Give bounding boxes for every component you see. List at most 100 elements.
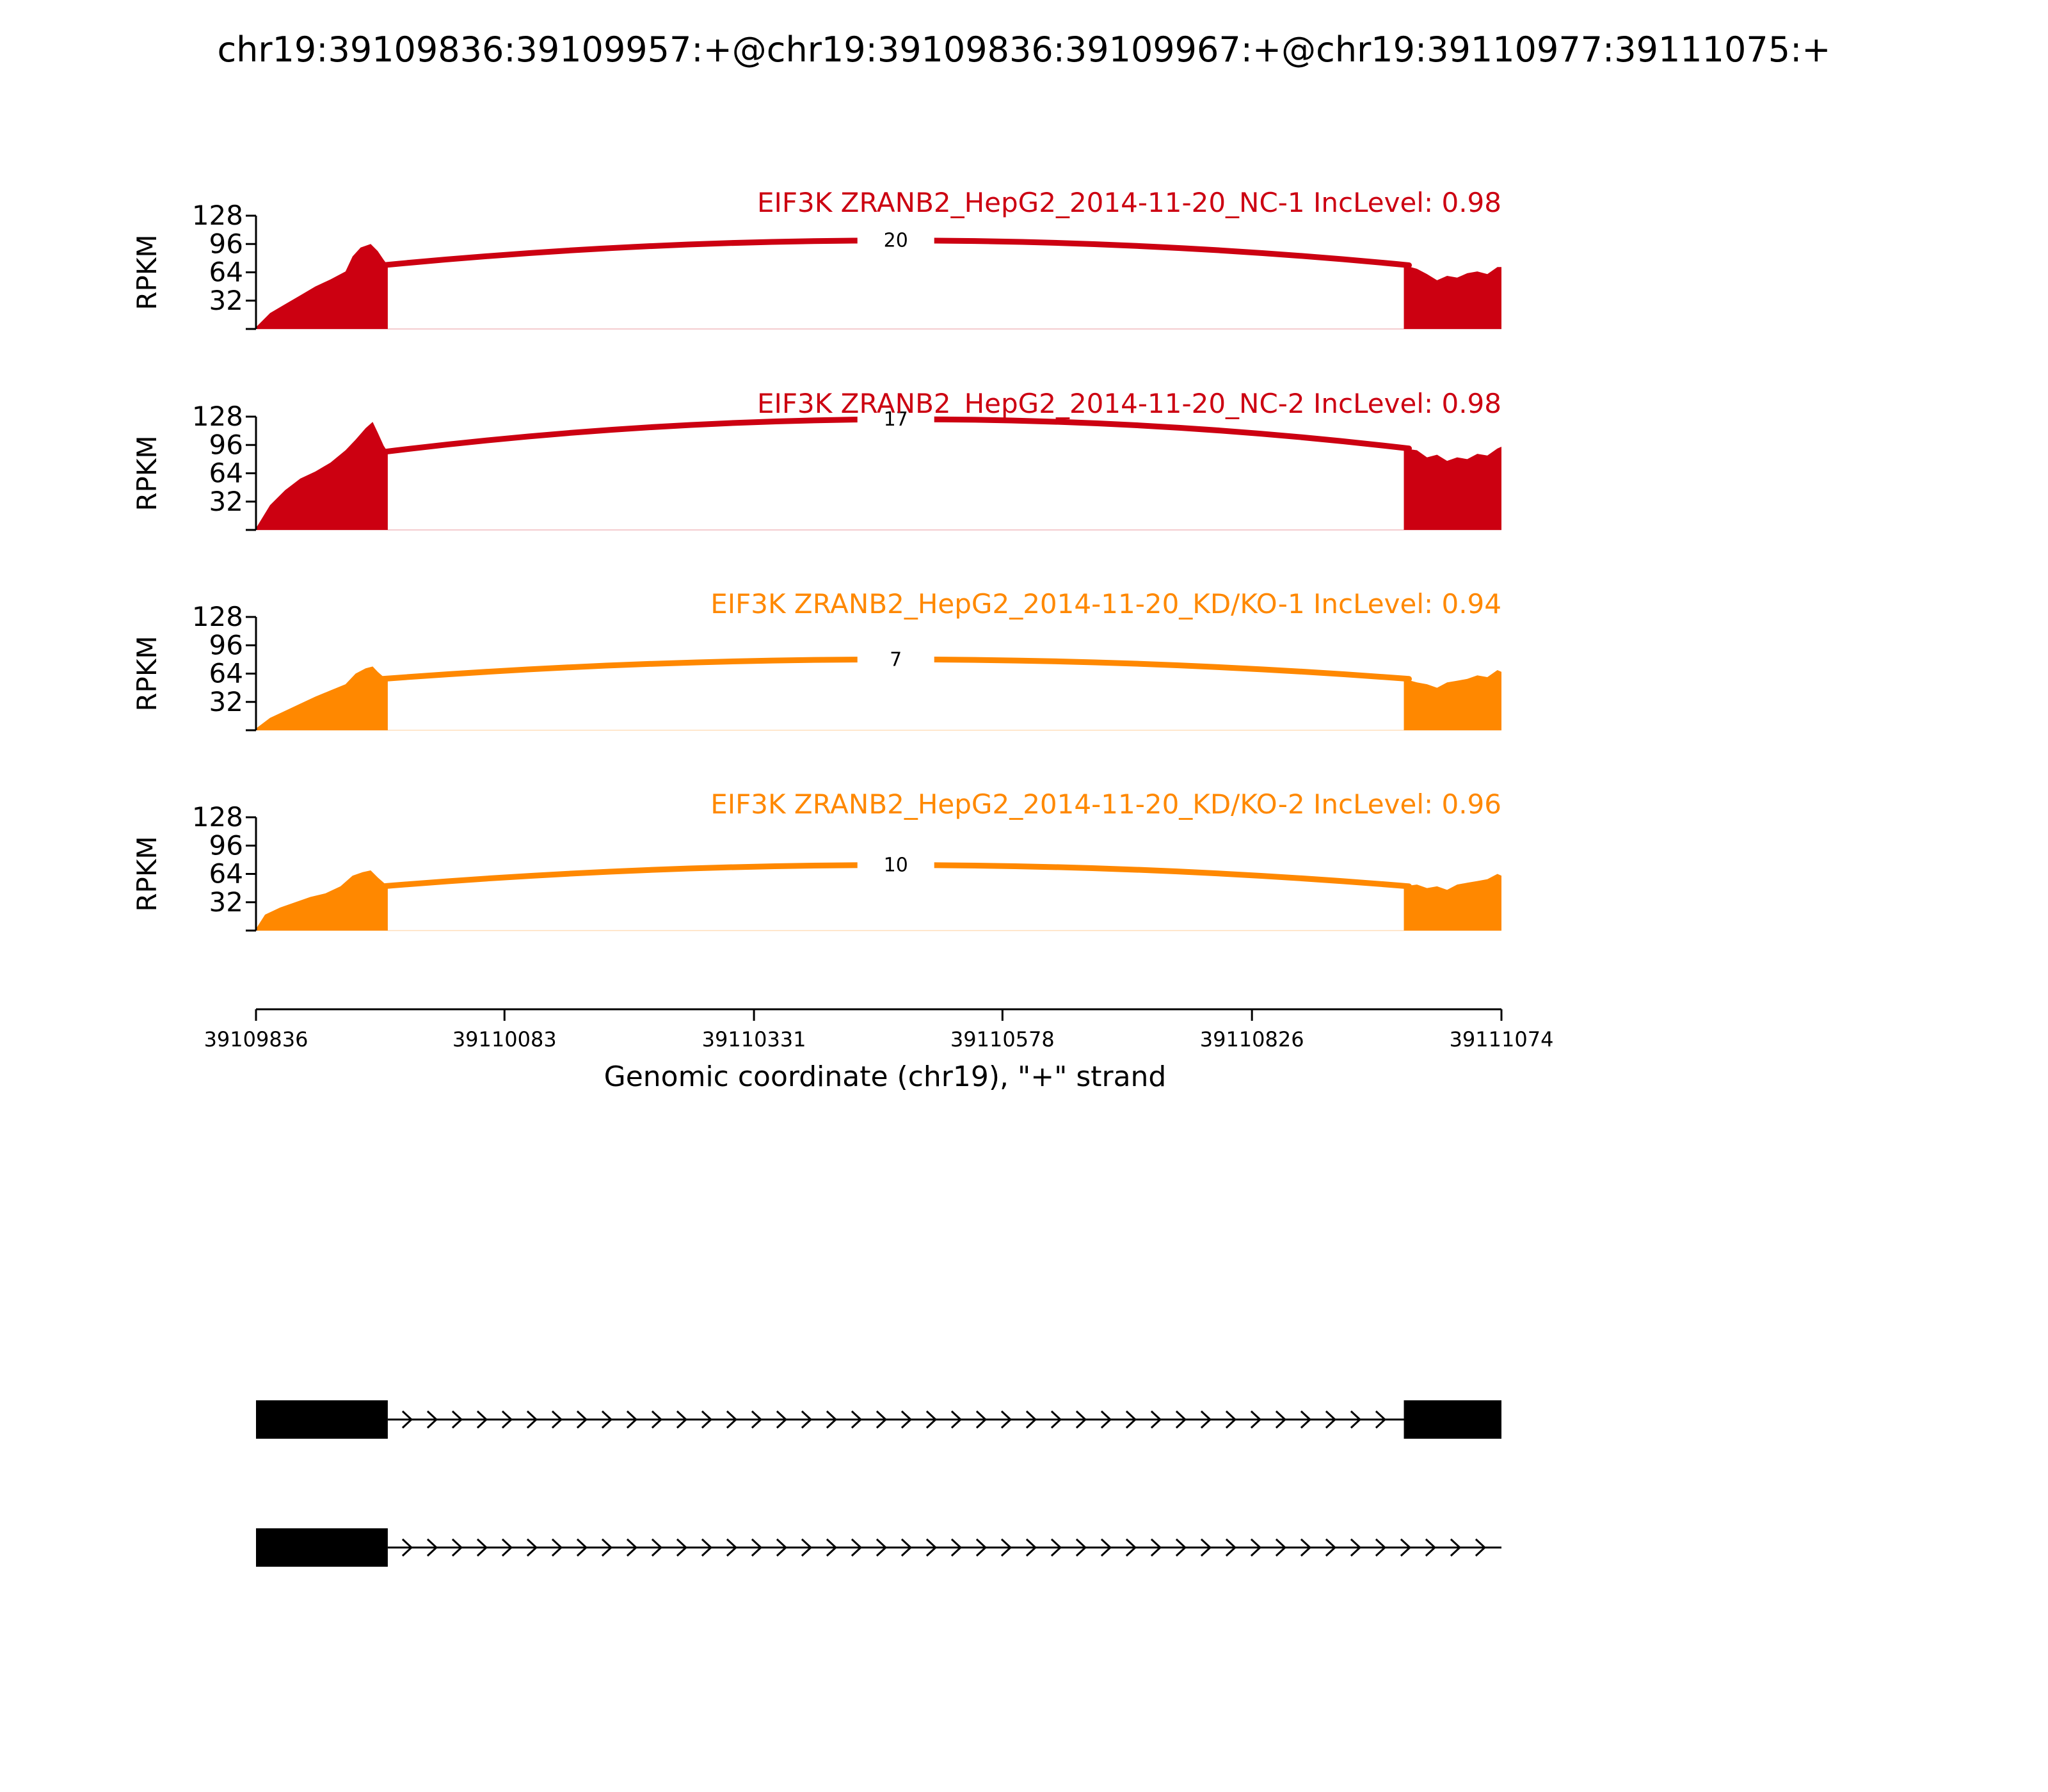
- junction-count-label: 10: [884, 854, 908, 877]
- strand-arrow-icon: [925, 1538, 938, 1557]
- strand-arrow-icon: [1300, 1538, 1312, 1557]
- strand-arrow-icon: [1200, 1410, 1212, 1429]
- strand-arrow-icon: [1000, 1538, 1012, 1557]
- y-axis-label: RPKM: [131, 836, 163, 911]
- strand-arrow-icon: [1150, 1410, 1162, 1429]
- x-axis-label: Genomic coordinate (chr19), "+" strand: [604, 1060, 1167, 1093]
- strand-arrow-icon: [776, 1410, 788, 1429]
- strand-arrow-icon: [651, 1410, 663, 1429]
- strand-arrow-icon: [401, 1538, 413, 1557]
- strand-arrow-icon: [975, 1410, 988, 1429]
- strand-arrow-icon: [1375, 1538, 1387, 1557]
- strand-arrow-icon: [551, 1538, 563, 1557]
- strand-arrow-icon: [576, 1538, 588, 1557]
- exon-block: [256, 1400, 388, 1439]
- strand-arrow-icon: [1275, 1538, 1287, 1557]
- junction-count-label: 17: [884, 408, 908, 431]
- strand-arrow-icon: [701, 1410, 713, 1429]
- strand-arrow-icon: [950, 1538, 963, 1557]
- y-axis-label: RPKM: [131, 435, 163, 511]
- isoform-track: [256, 1528, 1501, 1567]
- y-tick-label: 64: [209, 458, 243, 489]
- strand-arrow-icon: [426, 1538, 438, 1557]
- coverage-tracks: 20 EIF3K ZRANB2_HepG2_2014-11-20_NC-1 Inc…: [131, 187, 1501, 932]
- strand-arrow-icon: [801, 1410, 813, 1429]
- strand-arrow-icon: [1125, 1410, 1137, 1429]
- strand-arrow-icon: [1050, 1538, 1062, 1557]
- strand-arrow-icon: [1275, 1410, 1287, 1429]
- strand-arrow-icon: [876, 1538, 888, 1557]
- exon2-coverage-area: [1404, 874, 1501, 931]
- strand-arrow-icon: [701, 1538, 713, 1557]
- isoform-track: [256, 1400, 1501, 1439]
- strand-arrow-icon: [900, 1410, 913, 1429]
- coverage-track: 20 EIF3K ZRANB2_HepG2_2014-11-20_NC-1 Inc…: [131, 187, 1501, 330]
- strand-arrow-icon: [1025, 1410, 1037, 1429]
- exon2-coverage-area: [1404, 447, 1501, 530]
- strand-arrow-icon: [426, 1410, 438, 1429]
- x-axis: 39109836 39110083 39110331 39110578 39110826…: [204, 1008, 1553, 1093]
- strand-arrow-icon: [726, 1410, 738, 1429]
- strand-arrow-icon: [726, 1538, 738, 1557]
- exon1-coverage-area: [256, 870, 388, 931]
- strand-arrow-icon: [1325, 1538, 1337, 1557]
- track-label: EIF3K ZRANB2_HepG2_2014-11-20_KD/KO-2 In…: [710, 788, 1501, 820]
- junction-count-box: [857, 223, 934, 255]
- strand-arrow-icon: [676, 1410, 688, 1429]
- coverage-track: 10 EIF3K ZRANB2_HepG2_2014-11-20_KD/KO-2 …: [131, 788, 1501, 932]
- junction-count-box: [857, 848, 934, 879]
- exon1-coverage-area: [256, 666, 388, 730]
- y-tick-label: 32: [209, 486, 243, 517]
- exon2-coverage-area: [1404, 265, 1501, 329]
- strand-arrow-icon: [1050, 1410, 1062, 1429]
- strand-arrow-icon: [1125, 1538, 1137, 1557]
- strand-arrow-icon: [826, 1410, 838, 1429]
- strand-arrow-icon: [801, 1538, 813, 1557]
- y-tick-label: 96: [209, 829, 243, 861]
- x-tick-label: 39109836: [204, 1027, 308, 1052]
- x-tick-label: 39110578: [950, 1027, 1055, 1052]
- junction-count-label: 20: [884, 230, 908, 252]
- y-tick-label: 32: [209, 686, 243, 717]
- strand-arrow-icon: [401, 1410, 413, 1429]
- strand-arrow-icon: [776, 1538, 788, 1557]
- strand-arrow-icon: [1175, 1538, 1187, 1557]
- strand-arrow-icon: [950, 1410, 963, 1429]
- x-tick-label: 39110331: [702, 1027, 806, 1052]
- strand-arrow-icon: [501, 1538, 513, 1557]
- strand-arrow-icon: [1300, 1410, 1312, 1429]
- strand-arrow-icon: [751, 1410, 763, 1429]
- strand-arrow-icon: [1350, 1410, 1362, 1429]
- strand-arrow-icon: [1250, 1538, 1262, 1557]
- y-tick-label: 96: [209, 429, 243, 460]
- strand-arrow-icon: [526, 1410, 538, 1429]
- strand-arrow-icon: [876, 1410, 888, 1429]
- y-tick-label: 128: [192, 200, 243, 231]
- strand-arrow-icon: [1000, 1410, 1012, 1429]
- strand-arrow-icon: [651, 1538, 663, 1557]
- strand-arrow-icon: [1100, 1538, 1112, 1557]
- exon-block: [256, 1528, 388, 1567]
- exon1-coverage-area: [256, 422, 388, 530]
- strand-arrow-icon: [1200, 1538, 1212, 1557]
- y-tick-label: 64: [209, 858, 243, 890]
- strand-arrow-icon: [1425, 1538, 1437, 1557]
- strand-arrow-icon: [1400, 1538, 1412, 1557]
- strand-arrow-icon: [551, 1410, 563, 1429]
- strand-arrow-icon: [601, 1410, 613, 1429]
- strand-arrow-icon: [975, 1538, 988, 1557]
- y-tick-label: 64: [209, 658, 243, 689]
- junction-count-label: 7: [890, 648, 902, 671]
- strand-arrow-icon: [451, 1538, 463, 1557]
- track-label: EIF3K ZRANB2_HepG2_2014-11-20_NC-2 IncLe…: [757, 388, 1501, 419]
- strand-arrow-icon: [826, 1538, 838, 1557]
- strand-arrow-icon: [1025, 1538, 1037, 1557]
- junction-count-box: [857, 643, 934, 674]
- strand-arrow-icon: [1075, 1538, 1087, 1557]
- strand-arrow-icon: [1075, 1410, 1087, 1429]
- strand-arrow-icon: [676, 1538, 688, 1557]
- strand-arrow-icon: [476, 1410, 488, 1429]
- strand-arrow-icon: [601, 1538, 613, 1557]
